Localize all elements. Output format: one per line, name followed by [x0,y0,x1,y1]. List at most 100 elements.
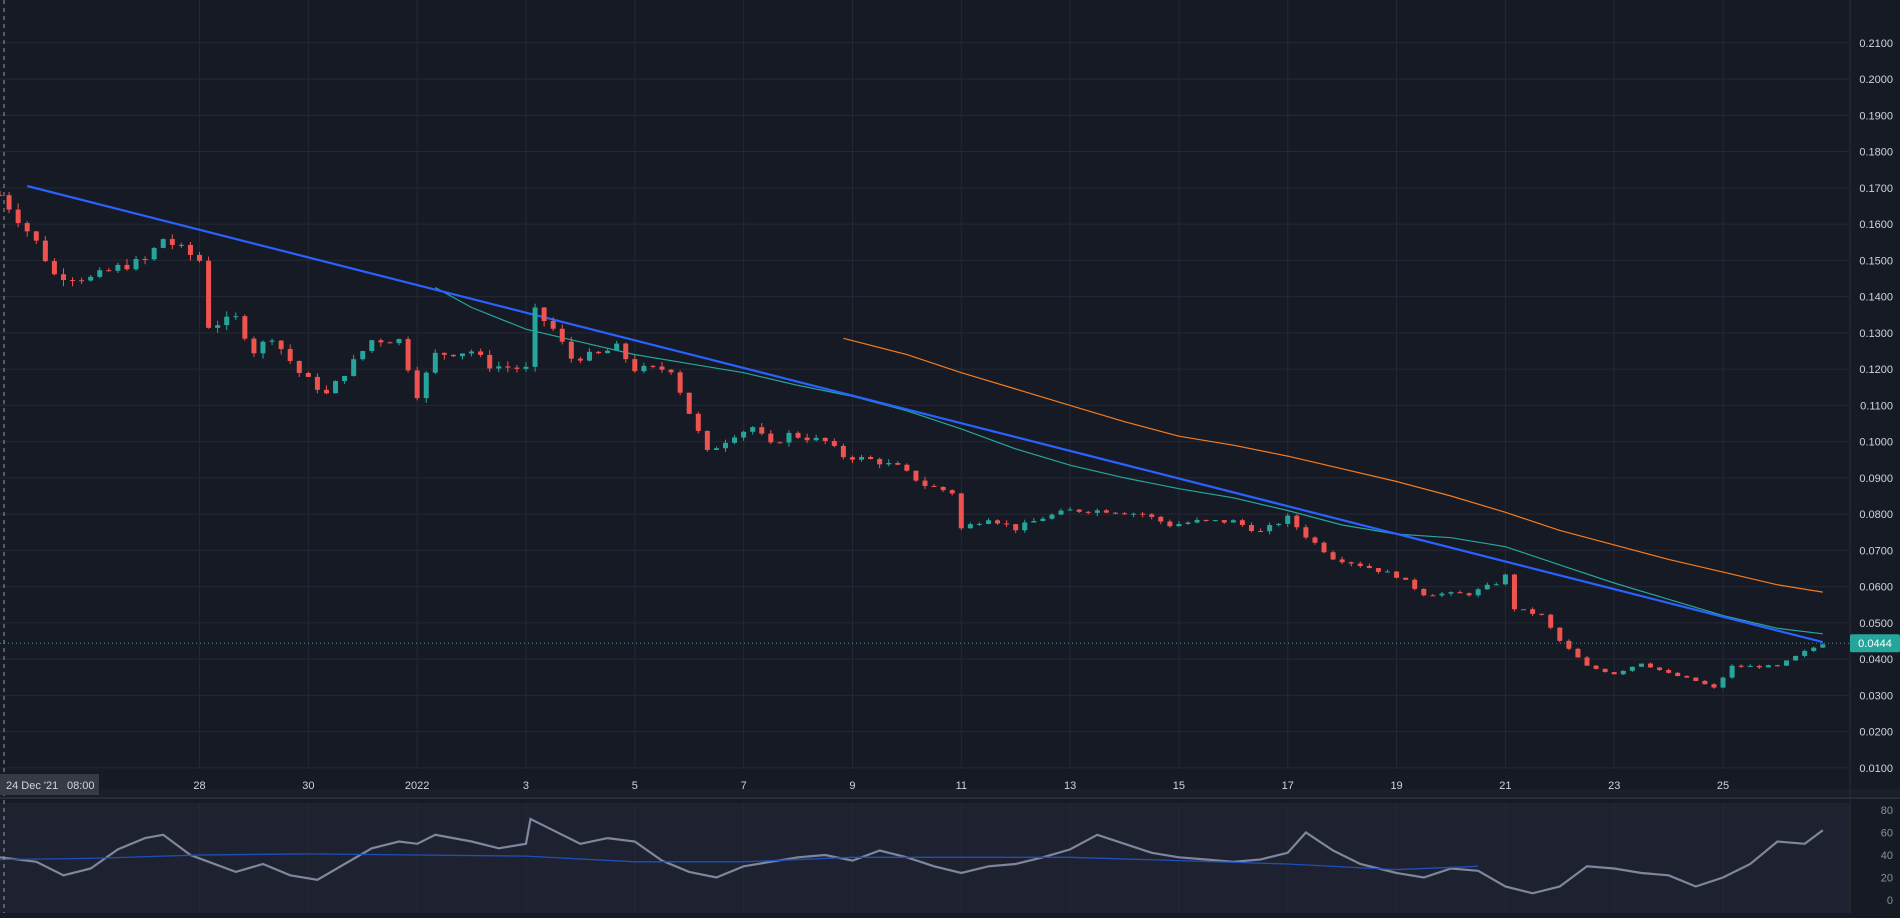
candle-body [423,372,429,399]
candle-body [305,372,311,377]
rsi-ma-line [0,853,1479,871]
candle-body [215,325,221,328]
trendlines[interactable] [26,184,1824,644]
candle-body [1357,563,1363,566]
candle-body [1049,514,1055,519]
date-tick-label: 3 [523,780,529,792]
candle-body [160,239,166,248]
candle-body [1140,513,1146,515]
candle-body [1176,523,1182,527]
candle-body [314,376,320,390]
price-tick-label: 0.1800 [1859,147,1893,159]
candle-body [1521,609,1527,611]
candle-body [922,480,928,486]
candle-body [1539,613,1545,615]
candle-body [351,359,357,376]
last-price-badge-label: 0.0444 [1858,638,1892,650]
candle-body [151,247,157,260]
candle-body [378,340,384,343]
crosshair-time-label: 08:00 [67,780,95,792]
candle-body [1031,521,1037,523]
candle-body [323,389,329,394]
candle-body [868,457,874,460]
date-tick-label: 2022 [405,780,429,792]
candle-body [369,340,375,352]
date-tick-label: 15 [1173,780,1185,792]
candle-body [1067,509,1073,511]
price-tick-label: 0.1600 [1859,219,1893,231]
candle-body [1149,514,1155,517]
rsi-tick-label: 20 [1881,873,1893,885]
candle-body [1040,518,1046,522]
candle-body [1375,568,1381,572]
candle-body [786,432,792,443]
candle-body [886,463,892,465]
candle-body [958,493,964,529]
candle-body [686,392,692,414]
candle-body [1611,672,1617,675]
trendline[interactable] [26,184,1824,644]
crosshair-date-badge [0,774,99,795]
candle-body [24,223,30,232]
candle-body [1711,684,1717,688]
candle-body [1158,516,1164,522]
candle-body [1784,660,1790,666]
candle-body [1684,676,1690,678]
candle-body [650,365,656,367]
candle-body [804,437,810,441]
candle-body [1321,542,1327,553]
candle-body [1811,647,1817,651]
candle-body [695,413,701,431]
candle-body [1131,513,1137,515]
candle-body [97,270,103,277]
last-price-badge[interactable]: 0.0444 [1850,634,1900,653]
candle-body [450,354,456,357]
candle-body [441,352,447,355]
candle-body [269,340,275,342]
rsi-tick-label: 0 [1887,895,1893,907]
candle-body [759,427,765,434]
candle-body [1194,519,1200,523]
candle-body [614,343,620,351]
candle-body [1239,520,1245,526]
candle-body [985,520,991,524]
candle-body [360,351,366,360]
candle-body [1629,666,1635,671]
candle-body [559,328,565,342]
price-tick-label: 0.0300 [1859,690,1893,702]
candle-body [1203,519,1209,521]
candle-body [732,437,738,443]
candle-body [1484,584,1490,590]
candle-body [197,254,203,261]
rsi-panel-bg [0,803,1850,913]
candle-body [1294,515,1300,528]
candle-body [523,366,529,369]
candle-body [1439,593,1445,596]
candle-body [6,195,12,210]
candle-body [187,244,193,255]
candle-body [242,316,248,339]
candle-body [1212,520,1218,522]
candle-body [88,276,94,281]
candle-body [42,240,48,262]
candle-body [33,231,39,241]
candle-body [822,437,828,442]
candle-body [1276,523,1282,526]
date-tick-label: 23 [1608,780,1620,792]
moving-average-fast-line [435,286,1823,635]
price-tick-label: 0.0200 [1859,727,1893,739]
date-tick-label: 25 [1717,780,1729,792]
candle-body [169,239,175,245]
last-price-badge-bg [1850,634,1900,653]
candle-body [1548,614,1554,628]
candle-body [1312,537,1318,543]
candle-body [931,485,937,487]
candle-body [1366,565,1372,569]
candle-body [1793,655,1799,661]
candle-body [940,486,946,491]
candle-body [1620,670,1626,675]
candle-body [106,270,112,272]
candle-body [949,490,955,494]
